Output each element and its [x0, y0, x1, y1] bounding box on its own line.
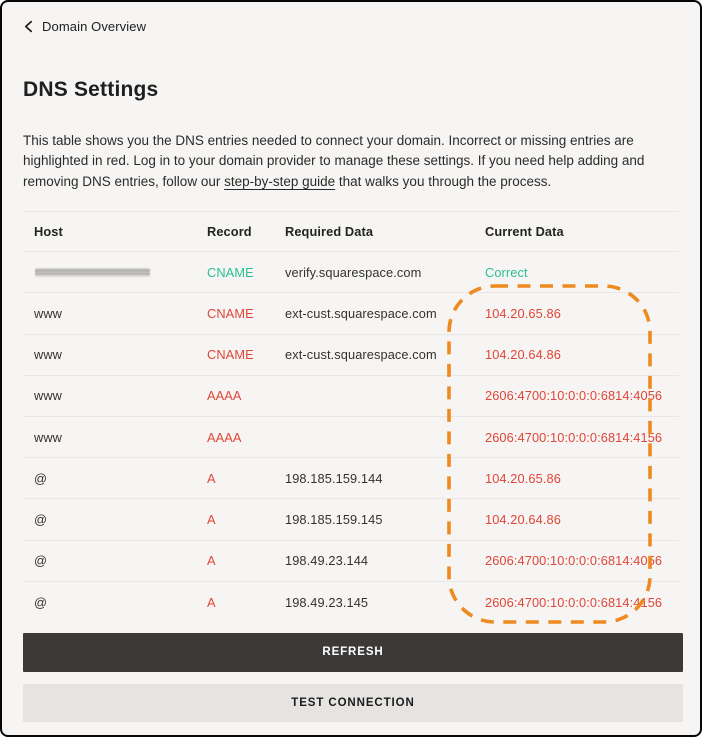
- table-row: www AAAA 2606:4700:10:0:0:0:6814:4056: [23, 376, 679, 418]
- current-data-cell: 2606:4700:10:0:0:0:6814:4056: [485, 388, 663, 404]
- host-cell: [23, 267, 196, 277]
- host-cell: www: [34, 347, 63, 363]
- table-row: www CNAME ext-cust.squarespace.com 104.2…: [23, 293, 679, 335]
- host-cell: @: [34, 594, 48, 610]
- step-by-step-guide-link[interactable]: step-by-step guide: [224, 173, 336, 189]
- required-data-cell: 198.185.159.145: [285, 512, 383, 527]
- record-cell: A: [207, 470, 216, 486]
- table-header-row: Host Record Required Data Current Data: [23, 212, 679, 253]
- description-text: This table shows you the DNS entries nee…: [23, 131, 685, 193]
- table-row: www AAAA 2606:4700:10:0:0:0:6814:4156: [23, 417, 679, 459]
- current-data-cell: 2606:4700:10:0:0:0:6814:4156: [485, 429, 663, 445]
- table-row: @ A 198.185.159.144 104.20.65.86: [23, 458, 679, 500]
- column-header-record: Record: [207, 224, 252, 240]
- table-row: @ A 198.185.159.145 104.20.64.86: [23, 499, 679, 541]
- host-cell: www: [34, 429, 63, 445]
- record-cell: CNAME: [207, 347, 254, 363]
- current-data-cell: 104.20.64.86: [485, 347, 561, 363]
- dns-records-table: Host Record Required Data Current Data C…: [23, 211, 679, 623]
- record-cell: AAAA: [207, 429, 242, 445]
- required-data-cell: ext-cust.squarespace.com: [285, 347, 437, 363]
- record-cell: CNAME: [207, 306, 254, 322]
- host-cell: @: [34, 553, 48, 569]
- back-label: Domain Overview: [42, 18, 147, 34]
- refresh-button[interactable]: REFRESH: [23, 632, 683, 672]
- description-before-link: This table shows you the DNS entries nee…: [23, 132, 645, 189]
- current-data-cell: 104.20.65.86: [485, 470, 561, 486]
- required-data-cell: 198.185.159.144: [285, 470, 383, 486]
- page-title: DNS Settings: [23, 77, 159, 101]
- record-cell: A: [207, 594, 216, 610]
- test-connection-button[interactable]: TEST CONNECTION: [23, 683, 683, 722]
- back-chevron-icon: [23, 20, 35, 33]
- required-data-cell: 198.49.23.144: [285, 553, 369, 569]
- table-row: @ A 198.49.23.145 2606:4700:10:0:0:0:681…: [23, 582, 679, 623]
- table-row: CNAME verify.squarespace.com Correct: [23, 252, 679, 294]
- column-header-required-data: Required Data: [285, 224, 374, 240]
- table-row: www CNAME ext-cust.squarespace.com 104.2…: [23, 335, 679, 376]
- record-cell: AAAA: [207, 388, 242, 404]
- back-button[interactable]: Domain Overview: [23, 17, 146, 35]
- host-cell: @: [34, 512, 48, 527]
- required-data-cell: ext-cust.squarespace.com: [285, 306, 437, 322]
- current-data-cell: Correct: [485, 264, 528, 280]
- host-cell: www: [34, 306, 63, 322]
- current-data-cell: 2606:4700:10:0:0:0:6814:4056: [485, 553, 663, 569]
- record-cell: CNAME: [207, 264, 254, 280]
- required-data-cell: 198.49.23.145: [285, 594, 369, 610]
- column-header-host: Host: [34, 224, 63, 240]
- record-cell: A: [207, 553, 216, 569]
- description-after-link: that walks you through the process.: [335, 173, 552, 189]
- record-cell: A: [207, 512, 216, 527]
- host-cell: @: [34, 470, 48, 486]
- table-row: @ A 198.49.23.144 2606:4700:10:0:0:0:681…: [23, 541, 679, 582]
- current-data-cell: 104.20.64.86: [485, 512, 561, 527]
- column-header-current-data: Current Data: [485, 224, 564, 240]
- required-data-cell: verify.squarespace.com: [285, 264, 422, 280]
- current-data-cell: 104.20.65.86: [485, 306, 561, 322]
- current-data-cell: 2606:4700:10:0:0:0:6814:4156: [485, 594, 663, 610]
- redacted-host-bar: [35, 267, 150, 277]
- host-cell: www: [34, 388, 63, 404]
